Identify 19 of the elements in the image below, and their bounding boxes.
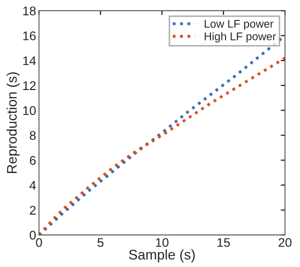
x-tick-label: 15: [218, 238, 230, 247]
legend-label: High LF power: [204, 32, 276, 43]
x-tick-label: 0: [36, 238, 42, 247]
y-tick-label: 0: [30, 230, 36, 240]
x-tick-label: 10: [156, 238, 168, 247]
legend-label: Low LF power: [204, 20, 274, 30]
y-tick-label: 12: [23, 81, 36, 90]
y-tick-label: 14: [23, 56, 36, 66]
x-tick-label: 20: [278, 238, 292, 247]
x-tick-label: 5: [98, 238, 104, 247]
y-tick-label: 4: [30, 181, 36, 190]
y-tick-label: 6: [30, 156, 36, 165]
y-tick-label: 8: [30, 131, 36, 140]
x-axis-title: Sample (s): [129, 249, 195, 262]
y-tick-label: 16: [23, 31, 36, 40]
y-tick-label: 2: [30, 206, 36, 215]
y-tick-label: 18: [23, 6, 36, 16]
y-axis-title: Reproduction (s): [6, 72, 20, 174]
y-tick-label: 10: [23, 106, 36, 116]
